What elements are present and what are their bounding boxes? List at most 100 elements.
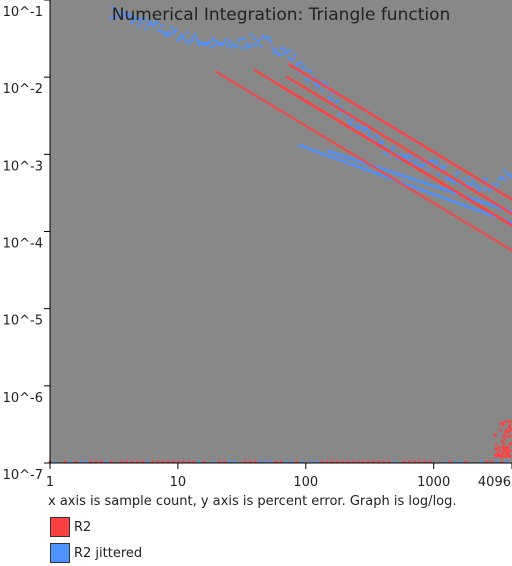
data-point-r2-jittered [69,461,71,463]
data-point-r2 [454,190,456,192]
data-point-r2-jittered [281,53,284,56]
data-point-r2 [350,152,352,154]
data-point-r2 [413,461,415,463]
data-point-r2-jittered [234,461,236,463]
data-point-r2 [341,461,343,463]
data-point-r2 [385,149,387,151]
data-point-r2 [509,421,511,423]
data-point-r2 [297,82,299,84]
data-point-r2-jittered [393,146,396,149]
data-point-r2 [311,91,313,93]
data-point-r2 [293,66,295,68]
x-tick-label: 1 [46,475,54,490]
data-point-r2-jittered [230,46,233,49]
data-point-r2-jittered [178,37,181,40]
data-point-r2-jittered [269,40,272,43]
data-point-r2 [457,217,459,219]
data-point-r2 [508,248,510,250]
data-point-r2 [495,239,497,241]
data-point-r2 [441,207,443,209]
data-point-r2 [387,175,389,177]
data-point-r2 [355,155,357,157]
data-point-r2-jittered [409,160,412,163]
data-point-r2 [299,121,301,123]
data-point-r2-jittered [406,157,409,160]
data-point-r2-jittered [287,57,290,60]
data-point-r2-jittered [278,54,281,57]
data-point-r2 [326,461,328,463]
data-point-r2 [383,461,385,463]
data-point-r2-jittered [460,461,462,463]
data-point-r2 [269,103,271,105]
data-point-r2 [411,152,413,154]
data-point-r2 [297,96,299,98]
data-point-r2 [285,88,287,90]
data-point-r2 [503,447,505,449]
data-point-r2 [474,176,476,178]
data-point-r2 [312,105,314,107]
data-point-r2 [387,150,389,152]
data-point-r2-jittered [308,79,311,82]
data-point-r2 [335,106,337,108]
y-tick-label: 10^-6 [3,391,43,406]
data-point-r2 [411,189,413,191]
data-point-r2 [336,461,338,463]
data-point-r2 [304,100,306,102]
data-point-r2 [203,461,205,463]
data-point-r2 [362,461,364,463]
data-point-r2 [268,78,270,80]
data-point-r2 [475,203,477,205]
data-point-r2 [417,155,419,157]
data-point-r2-jittered [492,183,495,186]
data-point-r2 [434,152,436,154]
data-point-r2 [131,461,133,463]
data-point-r2 [167,461,169,463]
data-point-r2 [339,121,341,123]
data-point-r2 [223,461,225,463]
data-point-r2-jittered [468,176,471,179]
data-point-r2 [404,133,406,135]
data-point-r2-jittered [393,461,395,463]
data-point-r2-jittered [300,461,302,463]
data-point-r2 [505,246,507,248]
data-point-r2-jittered [466,182,469,185]
data-point-r2 [379,170,381,172]
data-point-r2 [419,169,421,171]
data-point-r2-jittered [241,47,244,50]
data-point-r2 [403,184,405,186]
data-point-r2 [444,209,446,211]
data-point-r2 [383,147,385,149]
data-point-r2 [438,180,440,182]
data-point-r2-jittered [300,61,303,64]
data-point-r2 [472,189,474,191]
data-point-r2 [436,179,438,181]
y-tick-label: 10^-7 [3,468,43,483]
data-point-r2 [301,85,303,87]
data-point-r2 [484,233,486,235]
data-point-r2 [293,118,295,120]
data-point-r2 [398,156,400,158]
data-point-r2-jittered [509,175,512,178]
data-point-r2-jittered [454,461,456,463]
data-point-r2 [502,424,504,426]
data-point-r2-jittered [213,461,215,463]
data-point-r2 [438,205,440,207]
data-point-r2 [486,198,488,200]
data-point-r2 [346,112,348,114]
data-point-r2 [495,443,497,445]
data-point-r2 [253,93,255,95]
data-point-r2 [490,212,492,214]
data-point-r2 [431,164,433,166]
data-point-r2-jittered [469,184,472,187]
data-point-r2 [313,78,315,80]
x-tick-label: 100 [293,475,318,490]
data-point-r2-jittered [222,43,225,46]
data-point-r2-jittered [479,187,482,190]
data-point-r2 [270,79,272,81]
data-point-r2 [221,74,223,76]
data-point-r2 [476,228,478,230]
data-point-r2 [331,141,333,143]
data-point-r2 [507,210,509,212]
data-point-r2 [410,164,412,166]
data-point-r2 [489,236,491,238]
